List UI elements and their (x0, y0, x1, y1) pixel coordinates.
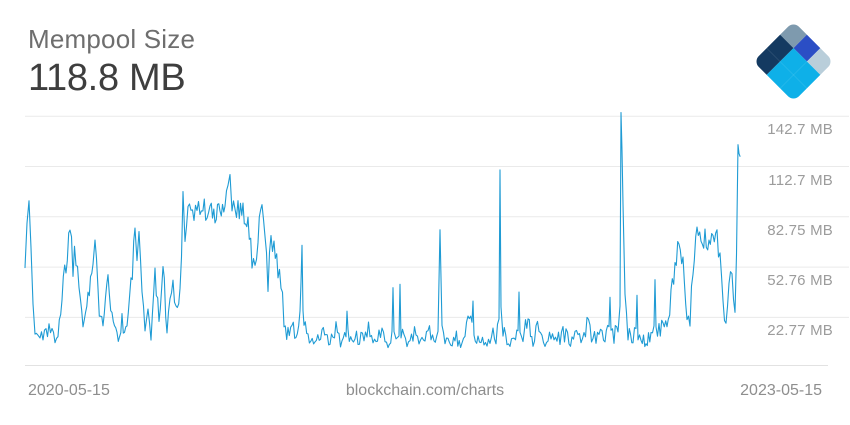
chart-header: Mempool Size 118.8 MB (28, 24, 195, 98)
chart-title: Mempool Size (28, 24, 196, 54)
y-tick-label: 22.77 MB (767, 322, 833, 340)
mempool-series-line (24, 111, 741, 349)
x-axis-end-date: 2023-05-15 (740, 382, 822, 399)
y-tick-label: 52.76 MB (767, 272, 833, 290)
y-tick-label: 142.7 MB (767, 121, 833, 139)
current-value: 118.8 MB (28, 57, 186, 99)
x-axis-start-date: 2020-05-15 (28, 382, 110, 399)
y-tick-label: 82.75 MB (767, 221, 833, 239)
chart-footer: 2020-05-15 blockchain.com/charts 2023-05… (28, 382, 822, 404)
y-tick-label: 112.7 MB (768, 171, 833, 189)
watermark-text: blockchain.com/charts (345, 382, 505, 399)
